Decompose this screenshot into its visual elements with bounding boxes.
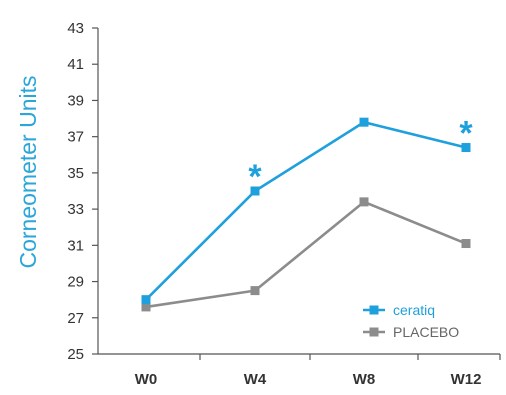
legend-label: PLACEBO [393,324,459,340]
data-point-placebo-w4 [250,286,260,296]
y-axis-label: Corneometer Units [15,75,41,268]
data-point-ceratiq-w8 [359,117,369,127]
x-tick-label: W12 [451,371,482,388]
y-tick-label: 39 [67,92,84,109]
data-point-placebo-w0 [141,302,151,312]
significance-asterisk: * [459,115,473,153]
series-line-ceratiq [145,120,467,301]
significance-asterisk: * [248,158,262,196]
y-tick-label: 31 [67,237,84,254]
axes: 25 27 29 31 33 35 37 39 41 43 W0 W4 W8 W12 [67,20,501,388]
data-point-placebo-w12 [461,239,471,249]
data-point-placebo-w8 [359,197,369,207]
data-point-ceratiq-w0 [141,295,151,305]
legend-marker [369,327,379,337]
x-tick-label: W0 [135,371,158,388]
y-tick-label: 43 [67,20,84,37]
x-tick-label: W8 [353,371,376,388]
y-tick-label: 35 [67,165,84,182]
legend: ceratiq PLACEBO [363,302,459,340]
y-tick-label: 25 [67,346,84,363]
x-tick-label: W4 [244,371,267,388]
data-point-ceratiq-w4 [250,186,260,196]
legend-marker [369,305,379,315]
y-tick-label: 29 [67,274,84,291]
series-line-placebo [145,200,467,309]
y-tick-label: 27 [67,310,84,327]
y-tick-label: 41 [67,56,84,73]
y-tick-label: 33 [67,201,84,218]
legend-label: ceratiq [393,302,435,318]
y-tick-label: 37 [67,129,84,146]
annotation-layer: ** [248,115,473,196]
series-layer [141,117,471,312]
data-point-ceratiq-w12 [461,143,471,153]
